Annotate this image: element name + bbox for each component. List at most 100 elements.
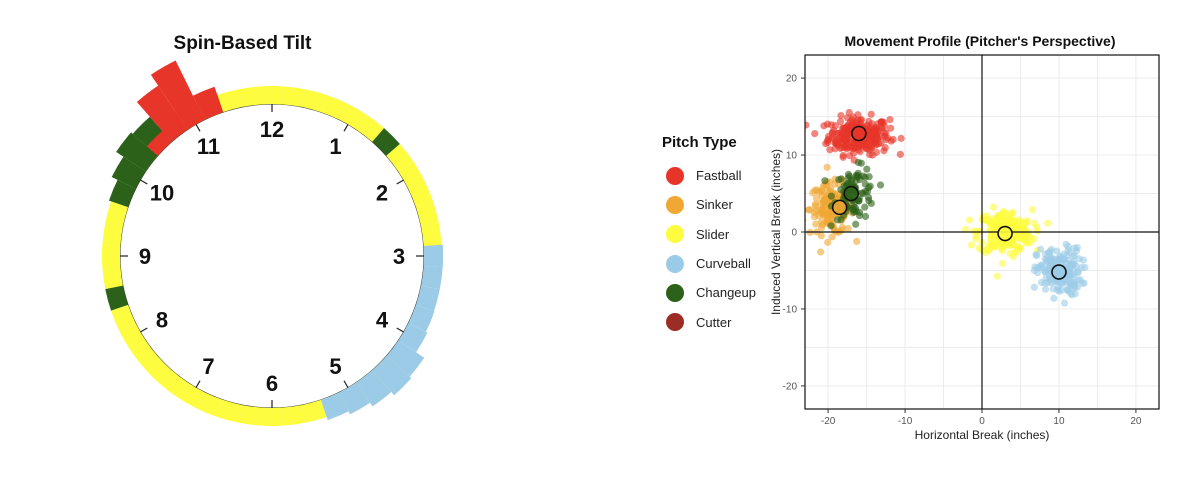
tilt-chart-title: Spin-Based Tilt — [173, 33, 312, 54]
point-changeup — [827, 192, 835, 200]
point-sinker — [818, 224, 826, 232]
point-curveball — [1066, 270, 1074, 279]
point-curveball — [1056, 255, 1064, 264]
tilt-bar-slider — [130, 340, 158, 369]
point-changeup — [876, 181, 885, 189]
point-fastball — [867, 110, 875, 118]
point-changeup — [837, 186, 845, 194]
point-fastball — [887, 124, 895, 132]
point-changeup — [861, 212, 870, 221]
legend-swatch — [666, 166, 684, 185]
tilt-bar-fastball — [150, 60, 205, 130]
legend-label: Fastball — [696, 168, 742, 184]
point-slider — [1015, 222, 1023, 230]
legend-item-sinker: Sinker — [662, 190, 756, 219]
point-sinker — [824, 238, 832, 246]
tilt-bar-curveball — [320, 392, 349, 421]
legend-swatch — [666, 225, 684, 244]
tilt-bar-curveball — [421, 265, 443, 290]
point-fastball — [827, 121, 836, 129]
point-slider — [1030, 219, 1039, 227]
point-fastball — [871, 125, 879, 133]
clock-label: 3 — [393, 244, 405, 269]
point-fastball — [839, 153, 847, 161]
point-changeup — [865, 196, 873, 205]
legend-label: Sinker — [696, 197, 733, 213]
tilt-bar-slider — [238, 86, 263, 107]
point-slider — [993, 272, 1001, 280]
point-sinker — [823, 163, 831, 171]
point-curveball — [1036, 245, 1045, 253]
point-slider — [998, 259, 1007, 267]
point-curveball — [1060, 299, 1069, 307]
point-fastball — [828, 128, 837, 136]
point-fastball — [859, 141, 868, 149]
tilt-bar-curveball — [415, 285, 440, 311]
legend-item-changeup: Changeup — [662, 278, 756, 307]
point-changeup — [854, 169, 862, 177]
point-changeup — [858, 189, 866, 197]
point-curveball — [1073, 283, 1082, 291]
point-fastball — [837, 111, 845, 120]
tilt-bar-changeup — [372, 128, 400, 156]
point-fastball — [836, 118, 845, 126]
point-sinker — [819, 197, 827, 205]
point-fastball — [844, 121, 852, 129]
tilt-bar-slider — [111, 304, 136, 332]
tilt-bar-slider — [102, 222, 123, 247]
point-changeup — [865, 173, 873, 181]
y-tick-label: -10 — [783, 304, 798, 315]
tilt-bar-slider — [320, 95, 348, 120]
tilt-bar-slider — [238, 405, 263, 426]
point-curveball — [1057, 280, 1065, 288]
point-changeup — [844, 170, 853, 178]
y-tick-label: -20 — [783, 381, 798, 392]
point-slider — [989, 203, 998, 211]
point-curveball — [1039, 263, 1047, 271]
point-slider — [987, 235, 995, 243]
point-fastball — [871, 134, 880, 142]
clock-tick — [396, 179, 404, 185]
point-fastball — [849, 145, 857, 153]
tilt-bar-slider — [105, 201, 129, 227]
x-tick-label: -20 — [821, 416, 836, 427]
tilt-bar-slider — [102, 265, 123, 290]
legend-label: Slider — [696, 226, 730, 242]
point-sinker — [811, 200, 819, 208]
clock-label: 6 — [266, 371, 278, 396]
tilt-bar-slider — [260, 407, 284, 426]
clock-face — [119, 103, 425, 409]
tilt-bar-changeup — [111, 156, 146, 189]
point-fastball — [880, 147, 888, 155]
clock-label: 1 — [329, 134, 341, 159]
point-slider — [1006, 240, 1014, 248]
clock-tick — [343, 124, 349, 132]
clock-tick — [140, 327, 148, 333]
point-slider — [1022, 238, 1030, 247]
point-changeup — [827, 222, 835, 230]
pitch-type-legend: Pitch Type Fastball Sinker Slider Curveball… — [662, 134, 756, 337]
clock-label: 4 — [376, 308, 389, 333]
tilt-bar-fastball — [146, 130, 172, 156]
point-fastball — [897, 134, 905, 142]
point-sinker — [813, 186, 821, 194]
tilt-bar-curveball — [423, 244, 444, 268]
legend-item-slider: Slider — [662, 220, 756, 249]
point-fastball — [886, 115, 894, 124]
tilt-bar-slider — [260, 85, 284, 105]
point-fastball — [880, 129, 888, 137]
legend-swatch — [666, 313, 684, 332]
tilt-bar-slider — [421, 222, 442, 247]
clock-tick — [195, 380, 201, 388]
legend-swatch — [666, 254, 684, 273]
point-slider — [966, 216, 974, 224]
tilt-bar-changeup — [108, 179, 136, 208]
point-curveball — [1032, 251, 1040, 259]
point-fastball — [824, 135, 833, 143]
point-sinker — [817, 218, 826, 226]
point-curveball — [1081, 263, 1089, 272]
point-changeup — [861, 203, 869, 211]
point-sinker — [819, 182, 827, 190]
point-fastball — [832, 136, 840, 144]
tilt-bar-slider — [144, 356, 172, 384]
